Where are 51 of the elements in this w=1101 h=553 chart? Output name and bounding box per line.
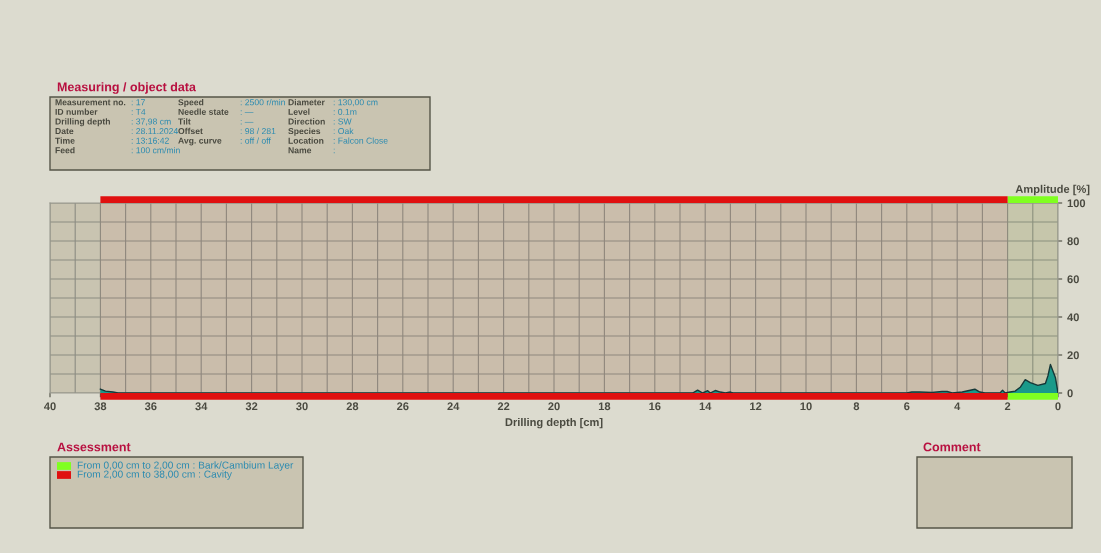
- x-tick-label: 32: [245, 402, 258, 411]
- text: Measuring / object data: [57, 82, 196, 94]
- x-tick-label: 38: [94, 402, 107, 411]
- text: Speed: 2500 r/min: [178, 98, 285, 108]
- text: Direction: SW: [288, 118, 352, 125]
- x-tick-label: 20: [548, 402, 560, 411]
- text: Time: 13:16:42: [55, 137, 169, 144]
- x-tick-label: 24: [447, 402, 460, 411]
- y-tick-label: 100: [1067, 199, 1086, 208]
- text: Diameter: 130,00 cm: [288, 98, 378, 107]
- x-tick-label: 18: [598, 402, 611, 411]
- text: Measurement no.: 17: [55, 99, 145, 106]
- x-tick-label: 6: [904, 402, 910, 411]
- text: Name:: [288, 147, 335, 154]
- text: Species: Oak: [288, 127, 354, 136]
- x-tick-label: 8: [853, 402, 860, 411]
- y-tick-label: 60: [1067, 275, 1079, 284]
- text: Comment: [923, 442, 981, 452]
- x-tick-label: 12: [750, 402, 762, 411]
- x-tick-label: 26: [397, 402, 409, 411]
- x-tick-label: 14: [699, 402, 712, 411]
- text: Tilt: —: [178, 118, 254, 125]
- y-tick-label: 80: [1067, 237, 1079, 246]
- x-tick-label: 28: [346, 402, 359, 411]
- text: Location: Falcon Close: [288, 137, 388, 144]
- text: Avg. curve: off / off: [178, 137, 271, 146]
- x-tick-label: 16: [649, 402, 661, 411]
- y-tick-label: 20: [1067, 351, 1079, 360]
- x-axis-title: Drilling depth [cm]: [505, 417, 603, 429]
- x-tick-label: 4: [954, 402, 961, 411]
- x-tick-label: 22: [497, 402, 510, 411]
- text: Level: 0.1m: [288, 108, 357, 115]
- y-tick-label: 0: [1067, 389, 1073, 398]
- text: Offset: 98 / 281: [178, 127, 276, 135]
- x-tick-label: 36: [144, 402, 157, 411]
- text: From 0,00 cm to 2,00 cm : Bark/Cambium Layer: [77, 461, 294, 471]
- x-tick-label: 10: [800, 402, 812, 411]
- text: Drilling depth: 37,98 cm: [55, 118, 171, 127]
- x-tick-label: 40: [43, 402, 56, 411]
- text: Assessment: [57, 442, 131, 452]
- text: Feed: 100 cm/min: [55, 146, 180, 154]
- y-axis-title: Amplitude [%]: [1015, 184, 1090, 196]
- text: Date: 28.11.2024: [55, 128, 178, 135]
- x-tick-label: 30: [296, 402, 308, 411]
- text: ID number: T4: [55, 108, 146, 115]
- text: From 2,00 cm to 38,00 cm : Cavity: [77, 470, 232, 480]
- x-tick-label: 0: [1055, 402, 1061, 411]
- x-tick-label: 2: [1004, 402, 1011, 411]
- text: Needle state: —: [178, 108, 254, 115]
- x-tick-label: 34: [195, 402, 208, 411]
- y-tick-label: 40: [1067, 313, 1079, 322]
